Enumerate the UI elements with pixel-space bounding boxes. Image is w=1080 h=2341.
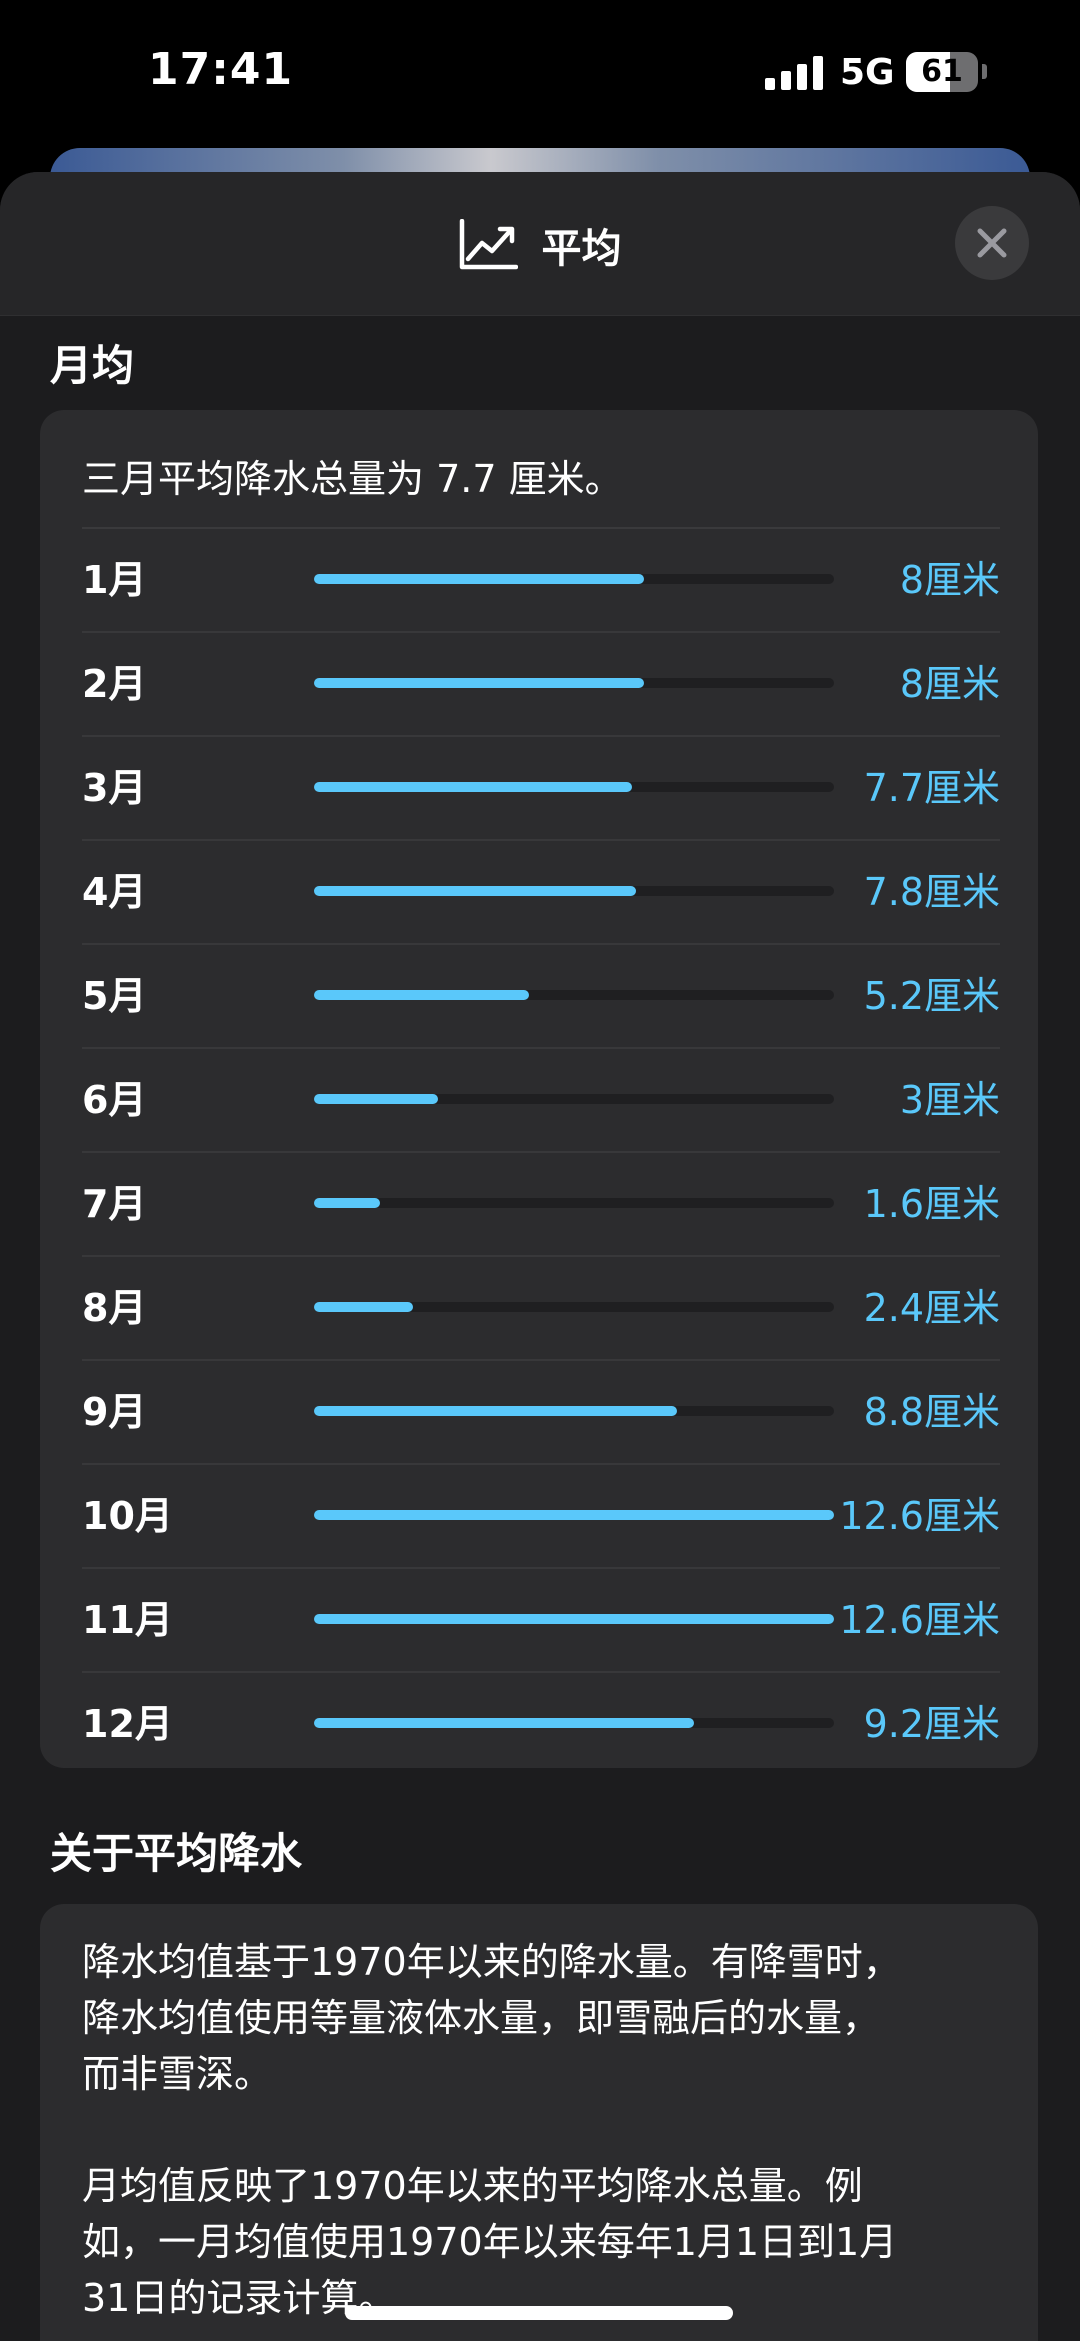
precip-bar-fill bbox=[314, 990, 529, 1000]
month-row: 11月 12.6厘米 bbox=[82, 1569, 1000, 1673]
month-row: 5月 5.2厘米 bbox=[82, 945, 1000, 1049]
battery-percent: 61 bbox=[921, 54, 963, 89]
month-row: 9月 8.8厘米 bbox=[82, 1361, 1000, 1465]
month-label: 8月 bbox=[82, 1286, 147, 1330]
precip-value: 7.7厘米 bbox=[863, 766, 1000, 810]
month-label: 6月 bbox=[82, 1078, 147, 1122]
monthly-list: 1月 8厘米 2月 8厘米 3月 7.7厘米 4月 7.8厘米 5月 5.2厘米 6月 3厘米 7月 1.… bbox=[40, 529, 1038, 1775]
month-label: 5月 bbox=[82, 974, 147, 1018]
precip-bar-track bbox=[314, 678, 834, 688]
precip-value: 9.2厘米 bbox=[863, 1702, 1000, 1746]
precip-value: 5.2厘米 bbox=[863, 974, 1000, 1018]
precip-value: 8厘米 bbox=[899, 558, 1000, 602]
precip-bar-fill bbox=[314, 1406, 678, 1416]
precip-value: 1.6厘米 bbox=[863, 1182, 1000, 1226]
month-row: 4月 7.8厘米 bbox=[82, 841, 1000, 945]
precip-value: 12.6厘米 bbox=[839, 1598, 1000, 1642]
precip-bar-track bbox=[314, 1614, 834, 1624]
precip-bar-track bbox=[314, 1406, 834, 1416]
precip-bar-fill bbox=[314, 678, 645, 688]
month-label: 7月 bbox=[82, 1182, 147, 1226]
home-indicator[interactable] bbox=[345, 2306, 733, 2320]
battery-icon: 61 bbox=[906, 52, 978, 92]
sheet-title-group: 平均 bbox=[0, 216, 1080, 276]
precip-bar-track bbox=[314, 574, 834, 584]
precip-bar-fill bbox=[314, 1614, 834, 1624]
battery-nub bbox=[982, 64, 987, 79]
battery-level bbox=[906, 52, 950, 92]
averages-sheet: 平均 月均 三月平均降水总量为 7.7 厘米。 1月 8厘米 2月 8厘米 3月 7.7厘… bbox=[0, 172, 1080, 2341]
month-row: 1月 8厘米 bbox=[82, 529, 1000, 633]
month-label: 3月 bbox=[82, 766, 147, 810]
precip-value: 8.8厘米 bbox=[863, 1390, 1000, 1434]
precip-bar-track bbox=[314, 782, 834, 792]
precip-value: 8厘米 bbox=[899, 662, 1000, 706]
precip-bar-track bbox=[314, 1094, 834, 1104]
precip-value: 3厘米 bbox=[899, 1078, 1000, 1122]
month-label: 10月 bbox=[82, 1494, 173, 1538]
precip-value: 12.6厘米 bbox=[839, 1494, 1000, 1538]
precip-bar-fill bbox=[314, 1094, 438, 1104]
precip-bar-track bbox=[314, 1302, 834, 1312]
month-label: 9月 bbox=[82, 1390, 147, 1434]
monthly-summary: 三月平均降水总量为 7.7 厘米。 bbox=[82, 457, 623, 501]
about-section-title: 关于平均降水 bbox=[50, 1829, 303, 1878]
precip-bar-track bbox=[314, 886, 834, 896]
cellular-signal-icon bbox=[765, 56, 823, 90]
precip-bar-track bbox=[314, 990, 834, 1000]
precip-bar-fill bbox=[314, 782, 632, 792]
precip-bar-track bbox=[314, 1198, 834, 1208]
precip-bar-fill bbox=[314, 1718, 694, 1728]
month-row: 10月 12.6厘米 bbox=[82, 1465, 1000, 1569]
status-bar: 17:41 5G 61 bbox=[0, 0, 1080, 140]
precip-bar-fill bbox=[314, 1302, 414, 1312]
precip-bar-track bbox=[314, 1510, 834, 1520]
precip-bar-fill bbox=[314, 1510, 834, 1520]
close-button[interactable] bbox=[955, 206, 1029, 280]
precip-bar-fill bbox=[314, 574, 645, 584]
precip-value: 2.4厘米 bbox=[863, 1286, 1000, 1330]
month-label: 4月 bbox=[82, 870, 147, 914]
divider bbox=[82, 527, 1000, 529]
about-text: 降水均值基于1970年以来的降水量。有降雪时， 降水均值使用等量液体水量，即雪融… bbox=[82, 1940, 901, 2320]
month-label: 2月 bbox=[82, 662, 147, 706]
precip-bar-track bbox=[314, 1718, 834, 1728]
about-card: 降水均值基于1970年以来的降水量。有降雪时， 降水均值使用等量液体水量，即雪融… bbox=[40, 1904, 1038, 2341]
month-row: 3月 7.7厘米 bbox=[82, 737, 1000, 841]
precip-bar-fill bbox=[314, 1198, 381, 1208]
month-label: 12月 bbox=[82, 1702, 173, 1746]
monthly-section-title: 月均 bbox=[50, 341, 135, 390]
month-label: 11月 bbox=[82, 1598, 173, 1642]
precip-bar-fill bbox=[314, 886, 636, 896]
monthly-card: 三月平均降水总量为 7.7 厘米。 1月 8厘米 2月 8厘米 3月 7.7厘米 4月 7.8… bbox=[40, 410, 1038, 1768]
network-type: 5G bbox=[840, 52, 895, 93]
month-label: 1月 bbox=[82, 558, 147, 602]
sheet-header: 平均 bbox=[0, 172, 1080, 316]
month-row: 12月 9.2厘米 bbox=[82, 1673, 1000, 1775]
status-time: 17:41 bbox=[148, 44, 294, 95]
precip-value: 7.8厘米 bbox=[863, 870, 1000, 914]
sheet-title: 平均 bbox=[541, 226, 622, 272]
close-icon bbox=[977, 228, 1007, 258]
month-row: 8月 2.4厘米 bbox=[82, 1257, 1000, 1361]
month-row: 7月 1.6厘米 bbox=[82, 1153, 1000, 1257]
month-row: 6月 3厘米 bbox=[82, 1049, 1000, 1153]
chart-line-icon bbox=[460, 219, 519, 270]
month-row: 2月 8厘米 bbox=[82, 633, 1000, 737]
